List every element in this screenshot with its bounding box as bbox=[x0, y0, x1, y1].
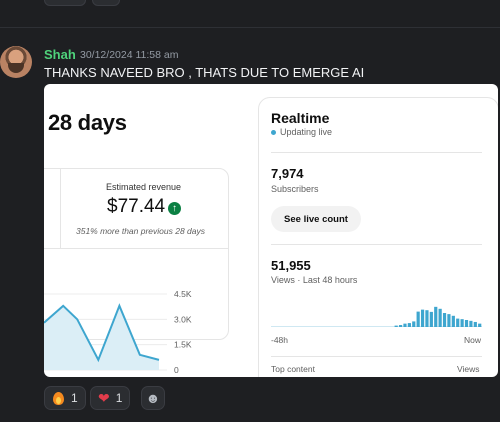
realtime-bar bbox=[447, 314, 451, 327]
realtime-bar bbox=[412, 321, 416, 327]
username[interactable]: Shah bbox=[44, 47, 76, 62]
realtime-bar bbox=[434, 306, 438, 327]
avatar[interactable] bbox=[0, 46, 32, 78]
subscriber-count: 7,974 bbox=[271, 166, 304, 181]
views-label: Views · Last 48 hours bbox=[271, 275, 358, 285]
axis-start-label: -48h bbox=[271, 335, 289, 345]
fire-heart-icon bbox=[52, 391, 65, 406]
see-live-count-button[interactable]: See live count bbox=[271, 206, 361, 232]
realtime-bar bbox=[464, 320, 469, 327]
views-area-chart: 4.5K 3.0K 1.5K 0 bbox=[44, 289, 192, 374]
realtime-bar bbox=[416, 311, 420, 327]
reaction-red-heart[interactable]: ❤ 1 bbox=[90, 386, 131, 410]
revenue-value: $77.44 bbox=[107, 196, 166, 217]
reaction-count: 1 bbox=[115, 391, 123, 405]
realtime-title: Realtime bbox=[271, 110, 330, 126]
reaction-count: 1 bbox=[71, 391, 78, 405]
realtime-bar bbox=[473, 321, 477, 327]
realtime-separator bbox=[271, 356, 482, 357]
y-tick-label: 4.5K bbox=[174, 289, 192, 299]
attached-screenshot[interactable]: 28 days Estimated revenue $77.44 ↑ 351% … bbox=[44, 84, 498, 377]
realtime-bar bbox=[425, 310, 429, 327]
previous-reaction-stub bbox=[92, 0, 120, 6]
realtime-bar bbox=[398, 325, 403, 327]
add-reaction-button[interactable]: ☻ bbox=[141, 386, 165, 410]
message-divider bbox=[0, 27, 500, 28]
live-dot-icon bbox=[271, 130, 276, 135]
realtime-separator bbox=[271, 244, 482, 245]
period-title: 28 days bbox=[48, 110, 127, 135]
realtime-bar bbox=[394, 325, 398, 327]
card-separator bbox=[44, 248, 228, 249]
realtime-bar bbox=[429, 311, 433, 327]
views-count: 51,955 bbox=[271, 258, 311, 273]
realtime-bar bbox=[451, 315, 455, 327]
top-content-label: Top content bbox=[271, 364, 315, 374]
revenue-card bbox=[44, 168, 229, 340]
previous-reaction-stub bbox=[44, 0, 86, 6]
timestamp: 30/12/2024 11:58 am bbox=[80, 49, 179, 61]
revenue-label: Estimated revenue bbox=[106, 182, 182, 192]
views-column-label: Views bbox=[457, 364, 480, 374]
revenue-comparison: 351% more than previous 28 days bbox=[76, 226, 205, 236]
realtime-bar bbox=[438, 308, 442, 327]
chart-line bbox=[44, 303, 160, 363]
smiley-icon: ☻ bbox=[145, 390, 161, 406]
realtime-status: Updating live bbox=[280, 127, 333, 137]
axis-end-label: Now bbox=[464, 335, 482, 345]
realtime-bar bbox=[403, 323, 407, 327]
realtime-bar bbox=[407, 323, 411, 327]
realtime-separator bbox=[271, 152, 482, 153]
card-divider bbox=[60, 168, 61, 248]
realtime-bar bbox=[456, 318, 460, 327]
red-heart-icon: ❤ bbox=[98, 390, 110, 406]
y-tick-label: 0 bbox=[174, 365, 179, 374]
realtime-bar bbox=[420, 309, 425, 327]
reaction-fire-heart[interactable]: 1 bbox=[44, 386, 86, 410]
subscriber-label: Subscribers bbox=[271, 184, 319, 194]
realtime-bar bbox=[469, 320, 473, 327]
realtime-bar bbox=[442, 313, 447, 327]
realtime-bar-chart bbox=[271, 306, 482, 327]
arrow-up-icon: ↑ bbox=[168, 202, 181, 215]
message-text: THANKS NAVEED BRO , THATS DUE TO EMERGE … bbox=[44, 65, 365, 80]
realtime-bar bbox=[460, 319, 464, 327]
chart-area bbox=[44, 305, 159, 370]
y-tick-label: 1.5K bbox=[174, 340, 192, 350]
realtime-bar bbox=[478, 323, 482, 327]
y-tick-label: 3.0K bbox=[174, 314, 192, 324]
realtime-card bbox=[258, 97, 498, 377]
